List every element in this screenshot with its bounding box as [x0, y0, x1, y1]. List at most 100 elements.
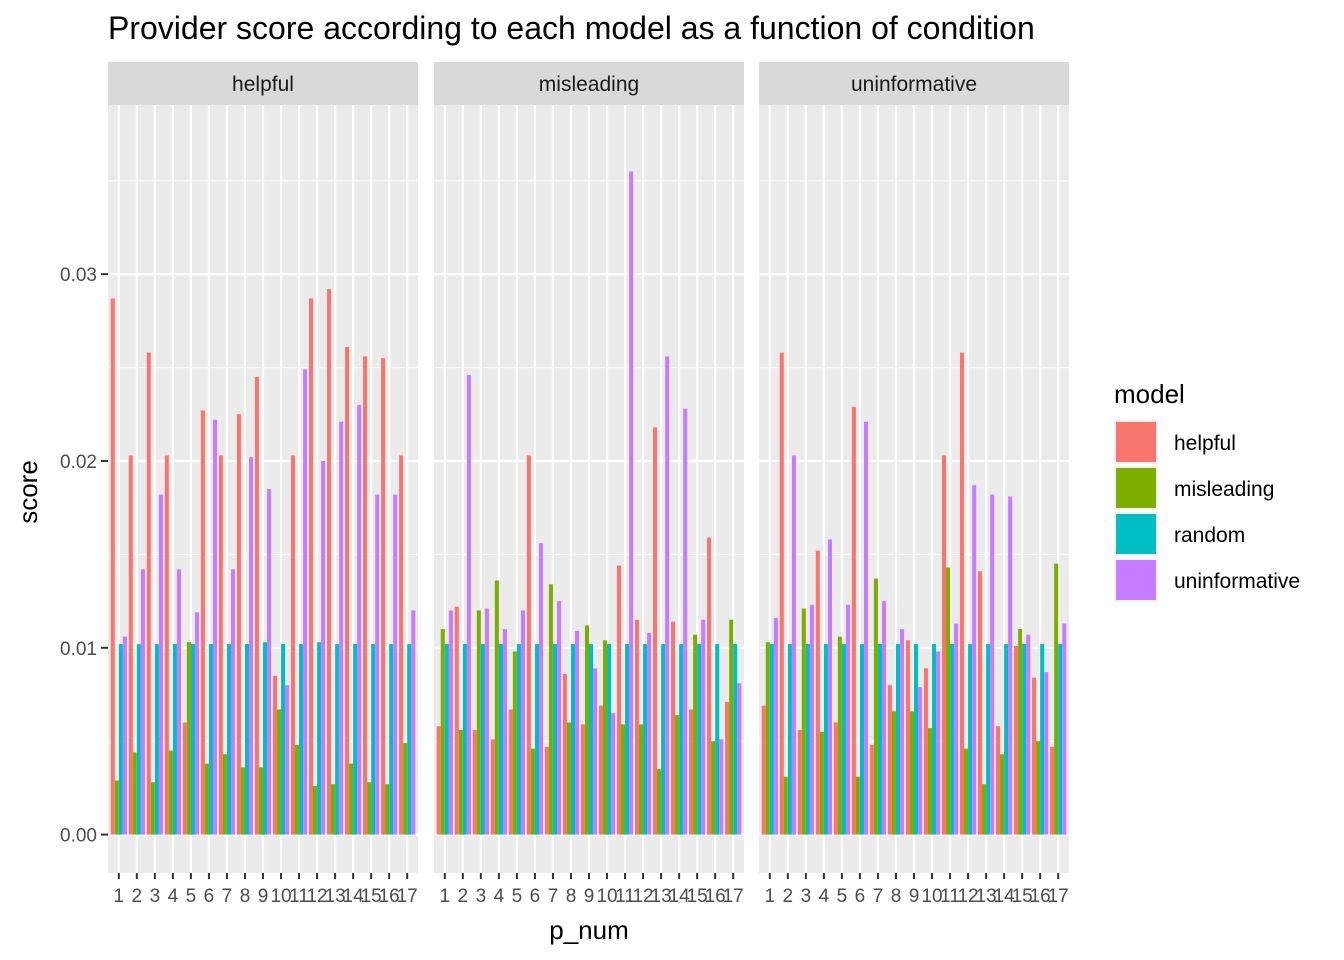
bar-uninformative-uninformative-p17 [1062, 623, 1067, 835]
bar-uninformative-uninformative-p15 [1026, 634, 1031, 835]
y-axis-title: score [13, 460, 43, 524]
legend: model helpful misleading random uninformati… [1114, 379, 1300, 602]
bar-uninformative-misleading-p13 [982, 784, 987, 835]
bar-helpful-random-p12 [317, 642, 322, 835]
bar-uninformative-helpful-p12 [959, 352, 965, 835]
bar-misleading-misleading-p9 [584, 625, 589, 835]
x-tick-label: 9 [584, 886, 595, 907]
legend-label-uninformative: uninformative [1174, 570, 1300, 593]
bar-helpful-helpful-p4 [164, 455, 169, 835]
bar-uninformative-helpful-p3 [797, 729, 802, 835]
bar-helpful-random-p8 [244, 644, 250, 835]
bar-misleading-helpful-p6 [526, 455, 531, 835]
bar-misleading-uninformative-p11 [629, 171, 634, 835]
bar-misleading-uninformative-p16 [719, 739, 724, 835]
bar-uninformative-misleading-p16 [1036, 741, 1041, 835]
bar-misleading-misleading-p8 [566, 722, 571, 835]
legend-label-misleading: misleading [1174, 478, 1274, 501]
x-tick-label: 3 [476, 886, 487, 907]
bar-uninformative-misleading-p17 [1054, 563, 1059, 835]
x-tick-label: 16 [1030, 886, 1051, 907]
bar-misleading-uninformative-p1 [448, 610, 453, 835]
bar-misleading-misleading-p16 [711, 741, 716, 835]
bar-misleading-misleading-p3 [476, 610, 481, 835]
facet-strip [434, 62, 744, 105]
bar-misleading-misleading-p10 [602, 640, 608, 835]
bar-misleading-random-p17 [733, 644, 738, 835]
bar-helpful-uninformative-p10 [285, 685, 290, 835]
bar-uninformative-uninformative-p11 [954, 623, 959, 835]
y-tick-label: 0.02 [60, 452, 97, 473]
bar-helpful-helpful-p16 [381, 358, 386, 835]
bar-helpful-random-p16 [389, 644, 394, 835]
bar-uninformative-helpful-p13 [977, 571, 983, 835]
bar-misleading-helpful-p8 [562, 673, 567, 835]
bar-misleading-helpful-p7 [544, 746, 549, 835]
bar-uninformative-uninformative-p2 [791, 455, 796, 835]
bar-misleading-random-p2 [462, 644, 467, 835]
bar-uninformative-random-p11 [950, 644, 955, 835]
bar-helpful-uninformative-p9 [267, 489, 272, 835]
bar-misleading-misleading-p7 [548, 584, 553, 835]
bar-helpful-misleading-p4 [168, 750, 173, 835]
bar-uninformative-misleading-p9 [909, 711, 914, 835]
bar-misleading-helpful-p16 [707, 537, 712, 835]
bar-helpful-uninformative-p1 [122, 636, 127, 835]
bar-helpful-misleading-p1 [114, 780, 119, 835]
bar-misleading-helpful-p17 [725, 701, 730, 835]
bar-uninformative-helpful-p14 [996, 726, 1001, 835]
bar-uninformative-random-p3 [805, 644, 810, 835]
bar-helpful-misleading-p5 [186, 642, 191, 835]
x-tick-label: 7 [222, 886, 233, 907]
x-tick-label: 5 [512, 886, 523, 907]
bar-misleading-misleading-p6 [530, 748, 535, 835]
bar-helpful-misleading-p7 [222, 754, 227, 835]
bar-uninformative-misleading-p2 [783, 776, 788, 835]
x-tick-label: 11 [940, 886, 960, 907]
bar-uninformative-uninformative-p8 [900, 629, 905, 835]
bar-helpful-misleading-p2 [132, 752, 137, 835]
x-tick-label: 9 [258, 886, 269, 907]
bar-misleading-misleading-p1 [440, 629, 445, 835]
bar-uninformative-random-p16 [1040, 644, 1045, 835]
bar-helpful-misleading-p6 [204, 763, 209, 835]
bar-misleading-random-p6 [534, 644, 539, 835]
bar-uninformative-random-p15 [1022, 644, 1027, 835]
bar-uninformative-helpful-p6 [851, 406, 856, 835]
bar-misleading-random-p1 [444, 644, 449, 835]
bar-helpful-misleading-p17 [403, 743, 408, 835]
chart-title: Provider score according to each model a… [108, 10, 1035, 46]
bar-uninformative-helpful-p16 [1032, 677, 1037, 835]
bar-helpful-helpful-p11 [290, 455, 295, 835]
bar-helpful-helpful-p12 [308, 298, 314, 835]
x-tick-label: 6 [204, 886, 215, 907]
bar-misleading-helpful-p1 [436, 726, 441, 835]
bar-uninformative-random-p13 [986, 644, 991, 835]
x-tick-label: 1 [114, 886, 125, 907]
x-tick-label: 8 [891, 886, 902, 907]
x-tick-label: 10 [921, 886, 942, 907]
bar-uninformative-random-p2 [787, 644, 792, 835]
bar-uninformative-uninformative-p7 [882, 601, 887, 835]
bar-uninformative-uninformative-p3 [809, 604, 814, 835]
bar-helpful-uninformative-p11 [303, 369, 308, 835]
bar-misleading-misleading-p15 [693, 634, 698, 835]
bar-uninformative-helpful-p1 [761, 705, 766, 835]
x-tick-label: 12 [632, 886, 653, 907]
bar-helpful-uninformative-p16 [393, 494, 398, 835]
bar-helpful-random-p3 [154, 644, 159, 835]
bar-uninformative-random-p10 [932, 644, 937, 835]
bar-helpful-random-p13 [335, 644, 340, 835]
bar-misleading-uninformative-p17 [737, 683, 742, 835]
bar-uninformative-random-p17 [1058, 644, 1063, 835]
bar-misleading-random-p7 [552, 644, 558, 835]
bar-helpful-uninformative-p13 [339, 421, 344, 835]
x-tick-label: 17 [397, 886, 418, 907]
bar-misleading-uninformative-p8 [575, 630, 580, 835]
x-tick-label: 1 [440, 886, 451, 907]
bar-uninformative-helpful-p7 [869, 744, 874, 835]
bar-helpful-random-p7 [226, 644, 232, 835]
bar-uninformative-misleading-p15 [1018, 629, 1023, 835]
